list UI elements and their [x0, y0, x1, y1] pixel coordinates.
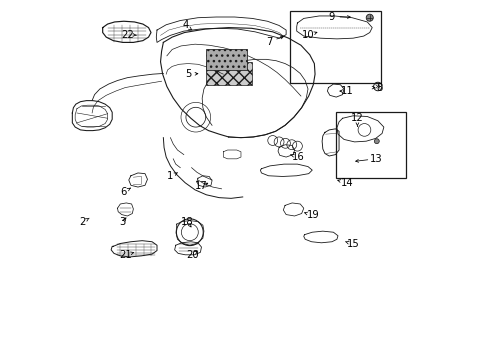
Text: 16: 16 [291, 152, 304, 162]
Circle shape [366, 14, 372, 21]
Text: 9: 9 [328, 12, 334, 22]
Text: 22: 22 [122, 30, 134, 40]
Text: 10: 10 [301, 30, 314, 40]
Text: 20: 20 [185, 250, 198, 260]
Text: 8: 8 [375, 82, 382, 93]
Text: 12: 12 [350, 113, 363, 123]
Text: 11: 11 [340, 86, 352, 96]
Text: 21: 21 [119, 250, 131, 260]
Text: 13: 13 [368, 154, 381, 164]
Text: 19: 19 [306, 210, 319, 220]
Text: 7: 7 [265, 37, 272, 47]
Text: 1: 1 [167, 171, 173, 181]
Bar [205, 49, 247, 70]
Bar [290, 11, 381, 83]
Bar [335, 112, 405, 177]
Text: 18: 18 [181, 217, 193, 227]
Text: 14: 14 [340, 178, 352, 188]
Text: 4: 4 [182, 21, 188, 31]
Text: 17: 17 [195, 181, 207, 192]
Text: 3: 3 [120, 217, 125, 227]
Bar [205, 62, 251, 85]
Text: 6: 6 [120, 187, 126, 197]
Circle shape [374, 139, 379, 144]
Text: 15: 15 [346, 239, 359, 249]
Text: 5: 5 [184, 69, 191, 79]
Text: 2: 2 [79, 217, 85, 227]
